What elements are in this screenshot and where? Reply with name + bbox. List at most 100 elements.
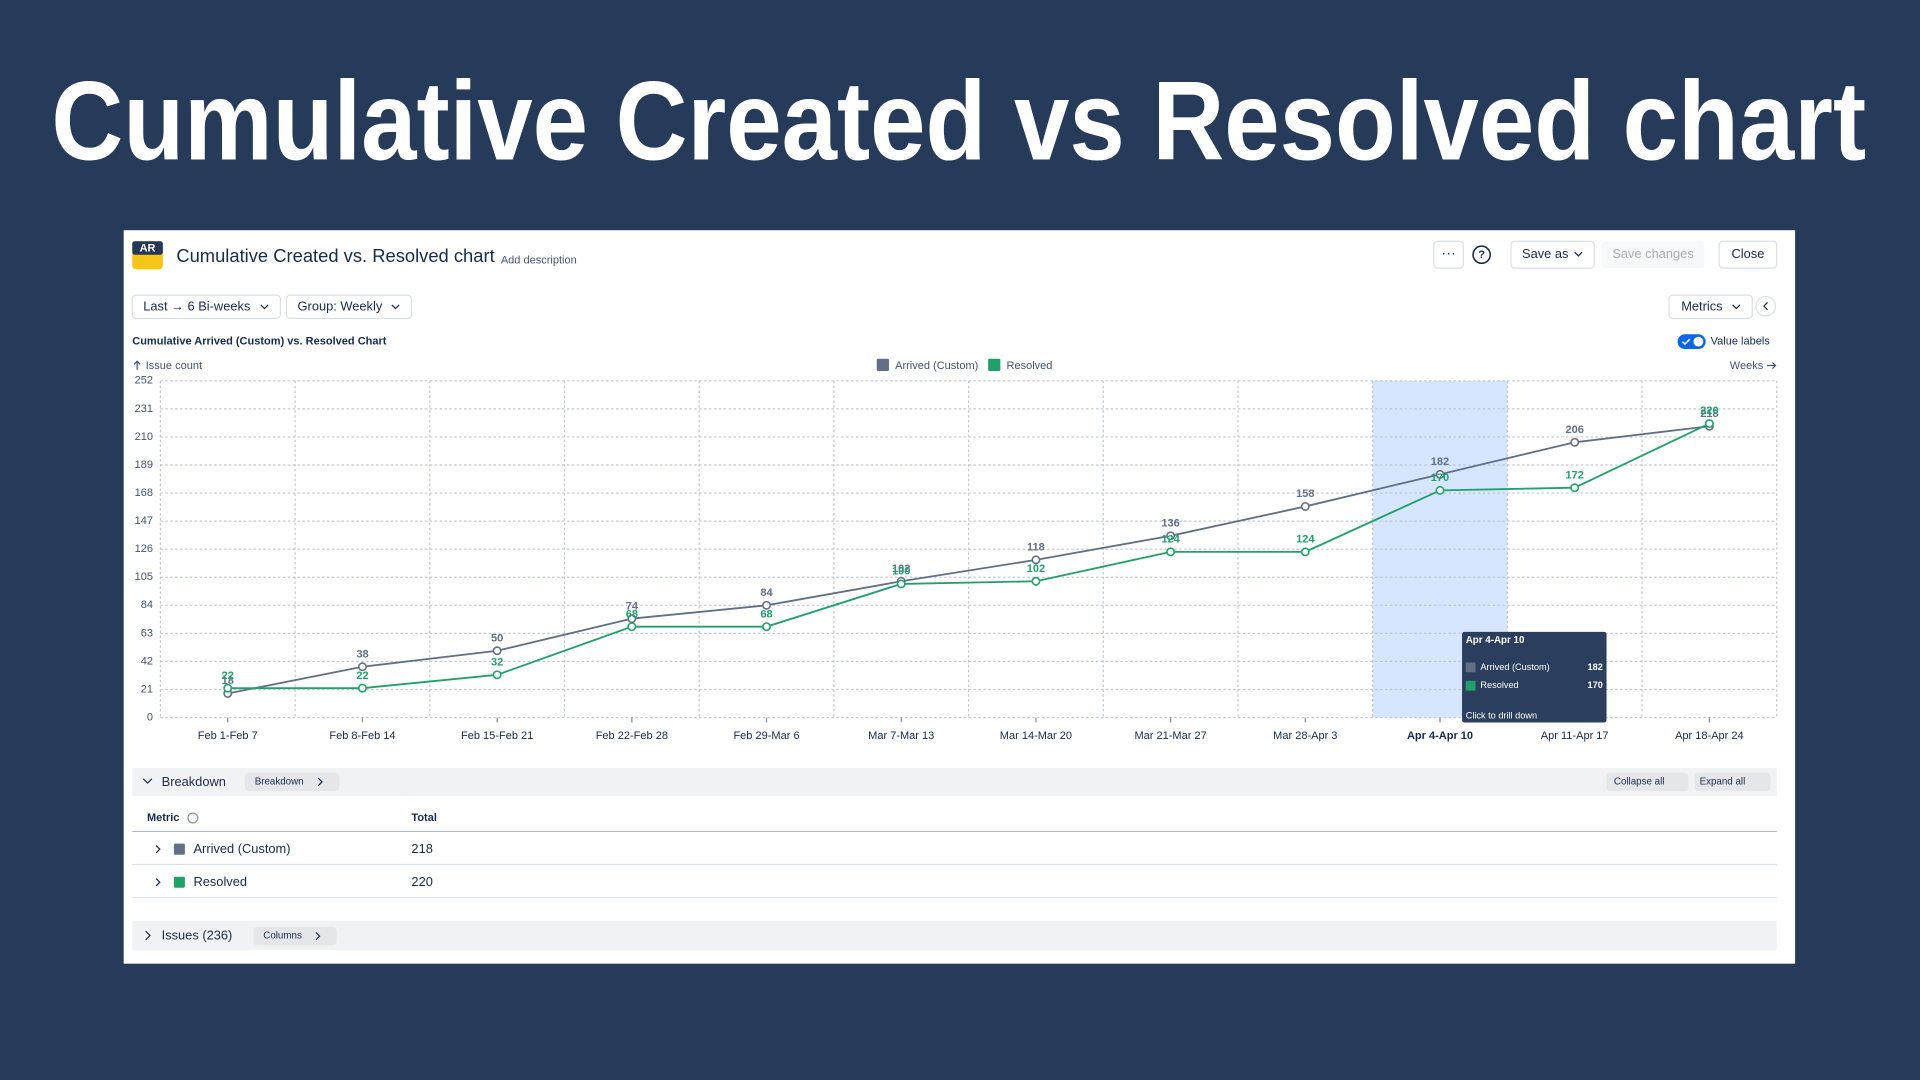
x-axis-title: Weeks [1730, 360, 1764, 372]
value-label: 50 [491, 632, 503, 644]
expand-row[interactable] [155, 878, 161, 887]
chevron [145, 930, 151, 941]
value-label: 18 [222, 675, 234, 687]
series-line [227, 425, 1710, 695]
chevron [260, 304, 269, 310]
data-point [1570, 437, 1580, 447]
x-tick-label: Apr 18-Apr 24 [1675, 730, 1744, 742]
data-point [1166, 547, 1176, 557]
tooltip-title: Apr 4-Apr 10 [1466, 635, 1525, 646]
value-label: 158 [1296, 488, 1314, 500]
issues-title: Issues (236) [162, 928, 233, 943]
collapse-all-button[interactable] [1606, 772, 1689, 792]
collapse-panel-button[interactable] [1755, 295, 1777, 317]
expand-all-label: Expand all [1700, 776, 1746, 787]
tooltip [1462, 631, 1607, 723]
y-tick-label: 168 [135, 487, 153, 499]
value-label: 124 [1296, 534, 1315, 546]
x-tick-label: Mar 7-Mar 13 [868, 730, 934, 742]
save-as-button[interactable] [1510, 240, 1595, 269]
toggle-knob [1693, 336, 1704, 347]
legend-swatch [876, 358, 889, 372]
chevron [315, 932, 321, 941]
add-description[interactable]: Add description [501, 255, 577, 267]
value-label: 84 [760, 587, 773, 599]
date-filter[interactable] [131, 294, 282, 319]
data-point [1435, 485, 1445, 495]
collapse-all-label: Collapse all [1614, 776, 1665, 787]
breakdown-bar[interactable] [132, 767, 1777, 796]
y-tick-label: 0 [147, 711, 153, 723]
help-button[interactable] [1472, 245, 1491, 265]
value-label: 136 [1161, 517, 1179, 529]
expand-all-button[interactable] [1694, 772, 1771, 792]
metrics-button[interactable] [1668, 294, 1753, 319]
close-button[interactable] [1718, 240, 1778, 269]
value-label: 38 [356, 648, 368, 660]
value-label: 68 [760, 608, 772, 620]
data-point [223, 683, 233, 693]
y-tick-label: 105 [135, 571, 153, 583]
y-tick-label: 126 [135, 543, 153, 555]
data-point [357, 662, 367, 672]
chevron [1763, 302, 1768, 311]
data-point [896, 579, 906, 589]
plot: 0 21 42 63 84 105 126 147 168 189 210 231 252 Feb 1-F… [135, 358, 1778, 742]
tooltip-value: 182 [1588, 662, 1603, 672]
x-tick-label: Mar 21-Mar 27 [1134, 730, 1206, 742]
data-point [1435, 469, 1445, 479]
metrics-label: Metrics [1681, 299, 1722, 314]
toggle-check [1681, 338, 1691, 346]
help-icon: ? [1478, 249, 1485, 261]
row-metric: Arrived (Custom) [193, 841, 290, 856]
data-point [1166, 531, 1176, 541]
x-tick-label: Feb 22-Feb 28 [596, 730, 668, 742]
data-point [492, 646, 502, 656]
chevron [1574, 251, 1583, 257]
value-label: 182 [1431, 456, 1449, 468]
value-label: 100 [892, 566, 910, 578]
tooltip-hint: Click to drill down [1466, 711, 1537, 721]
data-point [762, 622, 771, 632]
issues-bar[interactable] [132, 920, 1777, 951]
data-point [1300, 547, 1310, 557]
breakdown-chip[interactable] [244, 772, 340, 792]
tooltip-series: Resolved [1480, 680, 1518, 690]
columns-chip-label: Columns [263, 931, 302, 942]
y-tick-label: 252 [135, 375, 153, 387]
info-icon [187, 812, 199, 824]
save-changes-label: Save changes [1612, 246, 1693, 261]
value-label: 22 [356, 670, 368, 682]
group-filter[interactable] [285, 294, 413, 319]
data-point [1704, 419, 1714, 429]
legend-label: Resolved [1007, 360, 1053, 372]
value-label: 124 [1161, 534, 1180, 546]
tooltip-swatch [1465, 680, 1476, 691]
x-tick-label: Feb 8-Feb 14 [329, 730, 395, 742]
expand-row[interactable] [155, 845, 161, 854]
y-axis-arrow [133, 360, 141, 370]
data-point [1300, 501, 1310, 511]
value-label: 22 [222, 670, 234, 682]
page-title: Cumulative Created vs Resolved chart [51, 58, 1866, 184]
tooltip-series: Arrived (Custom) [1480, 662, 1549, 672]
row-metric: Resolved [193, 874, 247, 889]
x-tick-label: Apr 4-Apr 10 [1407, 730, 1473, 742]
columns-chip[interactable] [253, 926, 337, 946]
more-button[interactable] [1433, 240, 1464, 269]
data-point [627, 622, 637, 632]
y-tick-label: 189 [135, 459, 153, 471]
value-labels-label: Value labels [1711, 336, 1771, 348]
row-total: 220 [411, 874, 432, 889]
y-tick-label: 84 [141, 599, 153, 611]
save-changes-button[interactable] [1601, 241, 1705, 269]
x-tick-label: Feb 1-Feb 7 [198, 730, 258, 742]
logo-top [132, 241, 163, 255]
y-tick-label: 147 [135, 515, 153, 527]
value-label: 68 [626, 608, 638, 620]
y-axis-title: Issue count [146, 360, 202, 372]
value-label: 206 [1565, 424, 1583, 436]
x-tick-label: Apr 11-Apr 17 [1541, 730, 1609, 742]
